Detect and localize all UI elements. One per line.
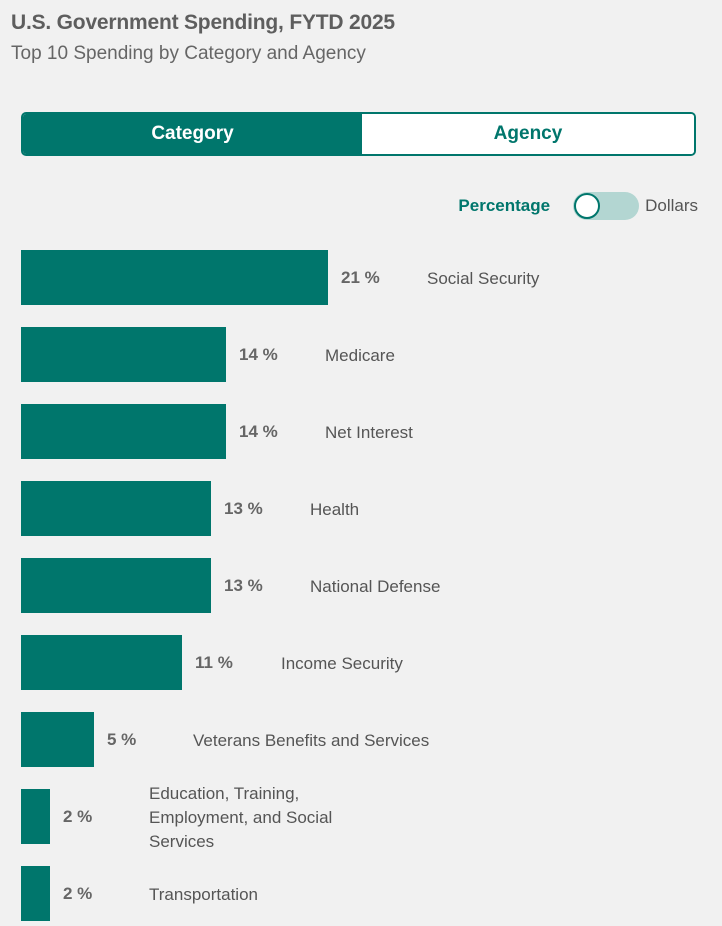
bar[interactable] xyxy=(21,481,211,536)
bar-value-label: 21 % xyxy=(341,268,380,287)
bar-value-label: 11 % xyxy=(195,653,233,672)
bar[interactable] xyxy=(21,327,226,382)
unit-toggle-switch[interactable] xyxy=(573,192,640,220)
category-label: Health xyxy=(310,499,360,519)
category-label: National Defense xyxy=(310,576,441,596)
view-switcher: Category Agency xyxy=(21,112,696,156)
bar[interactable] xyxy=(21,789,50,844)
category-label: Social Security xyxy=(427,268,540,288)
spending-bar-chart: 21 % Social Security 14 % Medicare 14 % Net I… xyxy=(0,240,722,926)
bar[interactable] xyxy=(21,558,211,613)
category-label: Net Interest xyxy=(325,422,413,442)
bar[interactable] xyxy=(21,404,226,459)
page-title: U.S. Government Spending, FYTD 2025 xyxy=(11,11,395,34)
category-label: Transportation xyxy=(149,884,258,904)
category-label: Income Security xyxy=(281,653,403,673)
bar-value-label: 2 % xyxy=(63,884,93,903)
tab-agency[interactable]: Agency xyxy=(362,114,694,154)
bar[interactable] xyxy=(21,712,94,767)
percentage-label: Percentage xyxy=(458,196,551,215)
dollars-label: Dollars xyxy=(645,196,698,215)
category-label: Medicare xyxy=(325,345,395,365)
unit-toggle-row: Percentage Dollars xyxy=(458,192,698,220)
page-subtitle: Top 10 Spending by Category and Agency xyxy=(11,43,366,64)
category-label: Veterans Benefits and Services xyxy=(193,730,430,750)
toggle-knob xyxy=(574,193,601,219)
bar-value-label: 13 % xyxy=(224,576,263,595)
bar[interactable] xyxy=(21,866,50,921)
bar-value-label: 5 % xyxy=(107,730,137,749)
bar-value-label: 2 % xyxy=(63,807,93,826)
bar[interactable] xyxy=(21,250,328,305)
bar[interactable] xyxy=(21,635,182,690)
category-label: Education, Training, Employment, and Soc… xyxy=(149,783,333,851)
bar-value-label: 14 % xyxy=(239,345,278,364)
tab-category[interactable]: Category xyxy=(23,114,362,154)
bar-value-label: 14 % xyxy=(239,422,278,441)
bar-value-label: 13 % xyxy=(224,499,263,518)
